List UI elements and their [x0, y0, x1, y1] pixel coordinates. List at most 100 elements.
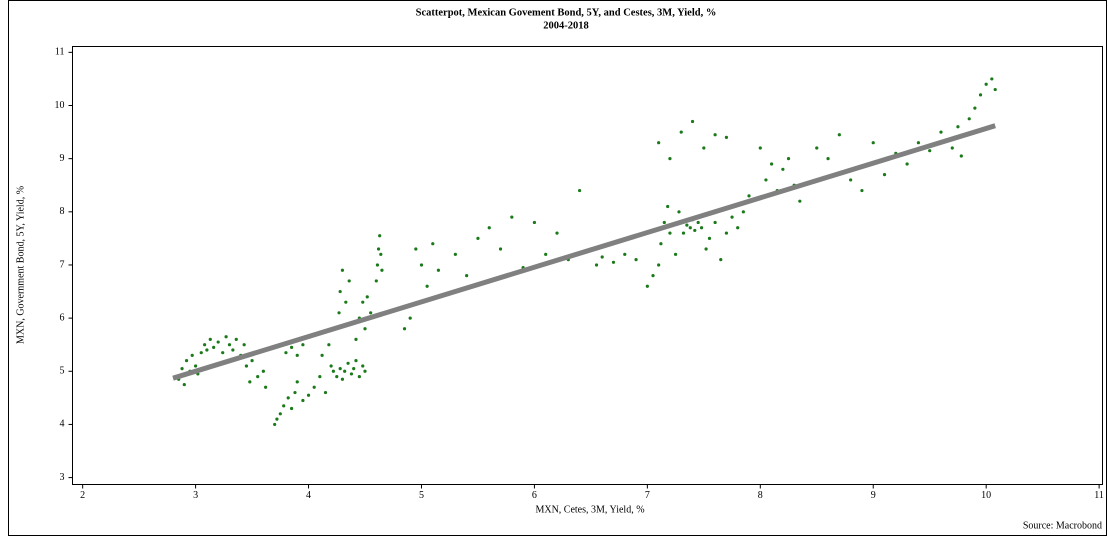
scatter-point — [203, 343, 207, 347]
scatter-point — [950, 146, 954, 150]
scatter-point — [713, 220, 717, 225]
scatter-point — [248, 380, 252, 384]
scatter-point — [719, 258, 723, 262]
scatter-point — [681, 231, 686, 235]
scatter-point — [815, 146, 819, 150]
scatter-point — [611, 260, 616, 264]
x-tick-label: 7 — [645, 490, 650, 501]
scatter-point — [657, 141, 661, 145]
scatter-point — [690, 119, 695, 124]
scatter-point — [916, 141, 921, 145]
scatter-point — [365, 295, 369, 299]
scatter-point — [224, 335, 228, 339]
scatter-point — [290, 345, 294, 349]
scatter-point — [301, 398, 305, 403]
scatter-point — [212, 345, 216, 349]
scatter-point — [837, 133, 841, 137]
scatter-point — [696, 220, 700, 225]
scatter-point — [242, 343, 246, 347]
x-tick-label: 2 — [80, 490, 85, 501]
scatter-point — [871, 141, 875, 145]
scatter-point — [380, 268, 384, 272]
y-tick-label: 4 — [60, 419, 65, 430]
scatter-point — [331, 369, 335, 373]
scatter-point — [329, 364, 333, 368]
scatter-point — [724, 231, 729, 235]
scatter-point — [347, 279, 351, 283]
scatter-point — [250, 359, 254, 363]
scatter-point — [379, 252, 383, 256]
scatter-point — [436, 268, 441, 272]
scatter-point — [414, 247, 418, 251]
x-tick-label: 4 — [306, 490, 311, 501]
scatter-point — [261, 369, 265, 373]
scatter-point — [623, 252, 627, 256]
scatter-point — [659, 242, 663, 246]
scatter-point — [431, 242, 435, 246]
scatter-point — [764, 178, 768, 182]
chart-title: Scatterpot, Mexican Govement Bond, 5Y, a… — [416, 7, 717, 18]
scatter-point — [544, 252, 548, 256]
scatter-point — [221, 351, 225, 355]
scatter-point — [408, 316, 412, 320]
scatter-point — [677, 210, 681, 214]
scatter-point — [666, 204, 670, 209]
scatter-point — [216, 340, 220, 344]
scatter-point — [301, 343, 305, 347]
scatter-point — [352, 367, 356, 371]
x-tick-label: 9 — [871, 490, 876, 501]
scatter-point — [344, 300, 348, 304]
scatter-point — [465, 273, 469, 278]
x-tick-label: 6 — [532, 490, 537, 501]
scatter-point — [747, 194, 751, 198]
scatter-point — [651, 273, 655, 278]
scatter-point — [769, 162, 774, 166]
scatter-point — [781, 167, 785, 171]
scatter-point — [180, 367, 184, 371]
scatter-point — [327, 343, 331, 347]
scatter-point — [369, 311, 373, 315]
scatter-point — [688, 226, 692, 230]
x-tick-label: 5 — [419, 490, 424, 501]
source-note: Source: Macrobond — [1023, 520, 1102, 531]
scatter-point — [338, 289, 342, 294]
scatter-point — [323, 390, 328, 395]
scatter-point — [349, 372, 354, 376]
scatter-point — [498, 247, 503, 251]
scatter-point — [375, 263, 380, 267]
y-tick-label: 8 — [60, 206, 65, 217]
scatter-point — [374, 279, 378, 283]
scatter-point — [337, 311, 341, 315]
scatter-point — [724, 135, 729, 139]
scatter-point — [190, 353, 194, 357]
x-tick-label: 11 — [1094, 490, 1104, 501]
scatter-point — [594, 263, 599, 267]
scatter-point — [264, 385, 268, 389]
scatter-point — [453, 252, 457, 256]
scatter-point — [363, 369, 367, 373]
scatter-point — [673, 252, 678, 256]
scatter-point — [244, 364, 249, 368]
scatter-point — [990, 77, 994, 81]
scatter-point — [293, 390, 297, 395]
scatter-point — [182, 382, 186, 387]
scatter-point — [713, 133, 717, 137]
scatter-point — [340, 268, 345, 272]
scatter-point — [662, 220, 666, 225]
scatter-point — [758, 146, 762, 150]
scatter-point — [849, 178, 853, 182]
scatter-point — [668, 157, 672, 161]
y-tick-label: 6 — [60, 312, 65, 323]
scatter-point — [882, 173, 887, 177]
scatter-point — [346, 361, 350, 365]
scatter-point — [278, 412, 282, 416]
scatter-point — [730, 215, 734, 219]
scatter-point — [286, 396, 290, 400]
scatter-point — [668, 231, 672, 235]
scatter-point — [736, 226, 740, 230]
y-axis-label: MXN, Government Bond, 5Y, Yield, % — [15, 186, 26, 344]
scatter-point — [194, 364, 198, 368]
plot-frame — [72, 46, 1103, 485]
scatter-point — [295, 380, 299, 384]
